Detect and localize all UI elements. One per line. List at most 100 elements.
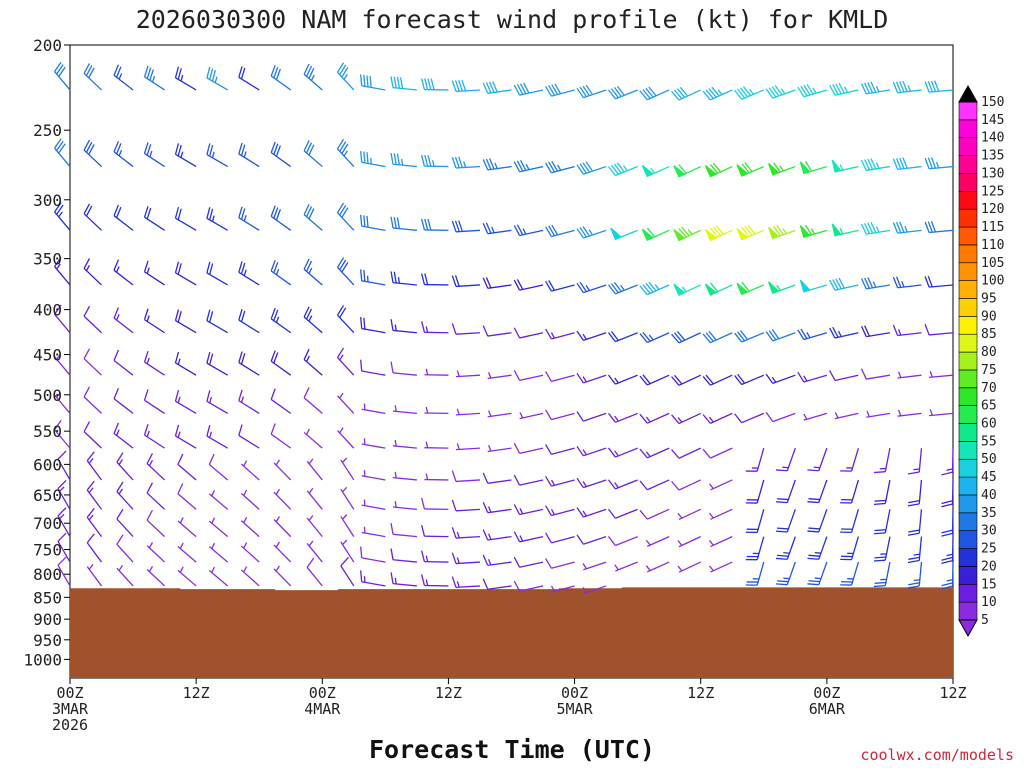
- wind-barb-9h-275hpa: [143, 142, 165, 168]
- wind-barb-60h-725hpa: [677, 536, 701, 548]
- y-tick-label-950: 950: [33, 631, 62, 650]
- wind-barb-24h-775hpa: [306, 540, 323, 563]
- y-tick-label-850: 850: [33, 588, 62, 607]
- y-tick-label-800: 800: [33, 565, 62, 584]
- wind-barb-69h-625hpa: [775, 479, 796, 504]
- colorbar-label-135: 135: [981, 149, 1004, 164]
- wind-barb-15h-325hpa: [206, 207, 229, 231]
- wind-barb-9h-675hpa: [146, 482, 166, 510]
- wind-barb-63h-425hpa: [702, 330, 733, 344]
- y-tick-label-250: 250: [33, 121, 62, 140]
- wind-barb-39h-775hpa: [451, 552, 481, 565]
- wind-barb-6h-525hpa: [113, 387, 134, 414]
- wind-barb-78h-525hpa: [866, 410, 891, 418]
- y-tick-label-700: 700: [33, 514, 62, 533]
- wind-barb-72h-725hpa: [807, 536, 828, 560]
- wind-barb-9h-625hpa: [146, 453, 166, 481]
- wind-barb-66h-325hpa: [736, 224, 765, 241]
- wind-barb-63h-725hpa: [708, 536, 733, 548]
- wind-barb-12h-475hpa: [174, 351, 197, 376]
- wind-barb-12h-725hpa: [177, 517, 197, 538]
- wind-barb-51h-775hpa: [582, 561, 607, 571]
- wind-barb-21h-775hpa: [273, 541, 292, 563]
- wind-barb-21h-275hpa: [270, 141, 292, 168]
- wind-barb-48h-325hpa: [545, 224, 575, 238]
- wind-barb-27h-725hpa: [340, 514, 355, 537]
- wind-barb-24h-475hpa: [303, 348, 323, 376]
- wind-barb-48h-475hpa: [545, 371, 575, 383]
- wind-barb-27h-525hpa: [337, 392, 355, 414]
- wind-barb-63h-275hpa: [704, 162, 733, 178]
- wind-barb-33h-375hpa: [390, 271, 417, 286]
- wind-barb-42h-775hpa: [482, 554, 512, 567]
- wind-barb-9h-475hpa: [143, 351, 165, 376]
- wind-barb-39h-425hpa: [451, 323, 481, 335]
- wind-barb-69h-325hpa: [768, 225, 796, 240]
- plot-border: [69, 44, 954, 679]
- wind-barb-42h-575hpa: [487, 445, 512, 453]
- wind-barb-81h-675hpa: [907, 509, 923, 536]
- wind-barb-0h-575hpa: [54, 420, 71, 449]
- wind-barb-60h-325hpa: [673, 226, 701, 242]
- wind-barb-75h-775hpa: [840, 561, 860, 586]
- wind-barb-66h-275hpa: [736, 162, 765, 177]
- wind-barb-63h-775hpa: [708, 561, 733, 573]
- wind-barb-36h-375hpa: [420, 273, 449, 286]
- wind-barb-75h-275hpa: [831, 159, 859, 173]
- wind-barb-24h-375hpa: [303, 258, 323, 286]
- wind-barb-78h-225hpa: [860, 81, 891, 95]
- wind-barb-54h-375hpa: [607, 282, 638, 295]
- wind-barb-57h-675hpa: [639, 508, 670, 520]
- wind-barb-0h-475hpa: [54, 353, 71, 376]
- wind-barb-12h-675hpa: [177, 483, 197, 510]
- colorbar-label-100: 100: [981, 274, 1004, 289]
- y-tick-label-750: 750: [33, 541, 62, 560]
- wind-barb-24h-675hpa: [306, 487, 323, 510]
- colorbar-label-45: 45: [981, 470, 997, 485]
- colorbar-label-25: 25: [981, 542, 997, 557]
- wind-barb-18h-225hpa: [238, 66, 260, 91]
- wind-barb-69h-725hpa: [775, 536, 796, 560]
- wind-barb-12h-575hpa: [174, 424, 197, 449]
- wind-barb-27h-325hpa: [336, 202, 355, 231]
- wind-barb-63h-575hpa: [702, 447, 733, 459]
- wind-barb-36h-825hpa: [420, 574, 449, 587]
- wind-barb-36h-575hpa: [424, 441, 449, 449]
- wind-barb-12h-525hpa: [174, 390, 197, 414]
- wind-barb-72h-575hpa: [807, 447, 828, 472]
- wind-barb-75h-675hpa: [840, 509, 860, 533]
- y-axis: 200 250 300 350 400 450 500 550 600 650 700 750 800 8…: [23, 36, 70, 669]
- wind-barb-39h-475hpa: [455, 370, 481, 378]
- colorbar-swatch-90: [958, 298, 978, 317]
- wind-barb-57h-725hpa: [645, 536, 670, 547]
- wind-barb-3h-625hpa: [86, 451, 103, 481]
- wind-barb-54h-275hpa: [607, 162, 638, 177]
- colorbar-swatch-85: [958, 316, 978, 335]
- wind-barb-21h-525hpa: [270, 388, 292, 414]
- wind-barb-54h-775hpa: [614, 561, 638, 572]
- wind-barb-84h-525hpa: [929, 409, 954, 417]
- wind-barb-15h-575hpa: [206, 424, 229, 449]
- wind-barb-72h-325hpa: [799, 224, 828, 238]
- colorbar: 5 10 15 20 25 30 35 40 45 50 55 60 65 70 75 80 85 90 95 100…: [958, 84, 1004, 638]
- colorbar-swatch-65: [958, 387, 978, 406]
- wind-barb-36h-225hpa: [420, 78, 449, 91]
- wind-barb-60h-475hpa: [671, 374, 701, 386]
- wind-barb-51h-425hpa: [576, 330, 607, 342]
- wind-barb-33h-325hpa: [390, 216, 417, 231]
- wind-barb-45h-775hpa: [513, 556, 544, 568]
- wind-barb-60h-425hpa: [671, 331, 701, 344]
- wind-barb-24h-725hpa: [306, 515, 323, 538]
- wind-barb-60h-775hpa: [677, 561, 701, 573]
- x-tick-label-0-2: 2026: [52, 716, 88, 734]
- wind-barb-33h-425hpa: [390, 319, 417, 334]
- wind-barb-54h-425hpa: [607, 330, 638, 343]
- wind-barb-18h-475hpa: [238, 351, 260, 376]
- wind-barb-3h-325hpa: [83, 203, 102, 231]
- terrain-layer: [70, 587, 953, 678]
- wind-barb-63h-525hpa: [702, 412, 733, 424]
- wind-barb-75h-425hpa: [829, 326, 859, 339]
- wind-barb-72h-425hpa: [797, 328, 828, 341]
- wind-barb-84h-425hpa: [924, 324, 954, 336]
- wind-barb-60h-525hpa: [671, 412, 701, 425]
